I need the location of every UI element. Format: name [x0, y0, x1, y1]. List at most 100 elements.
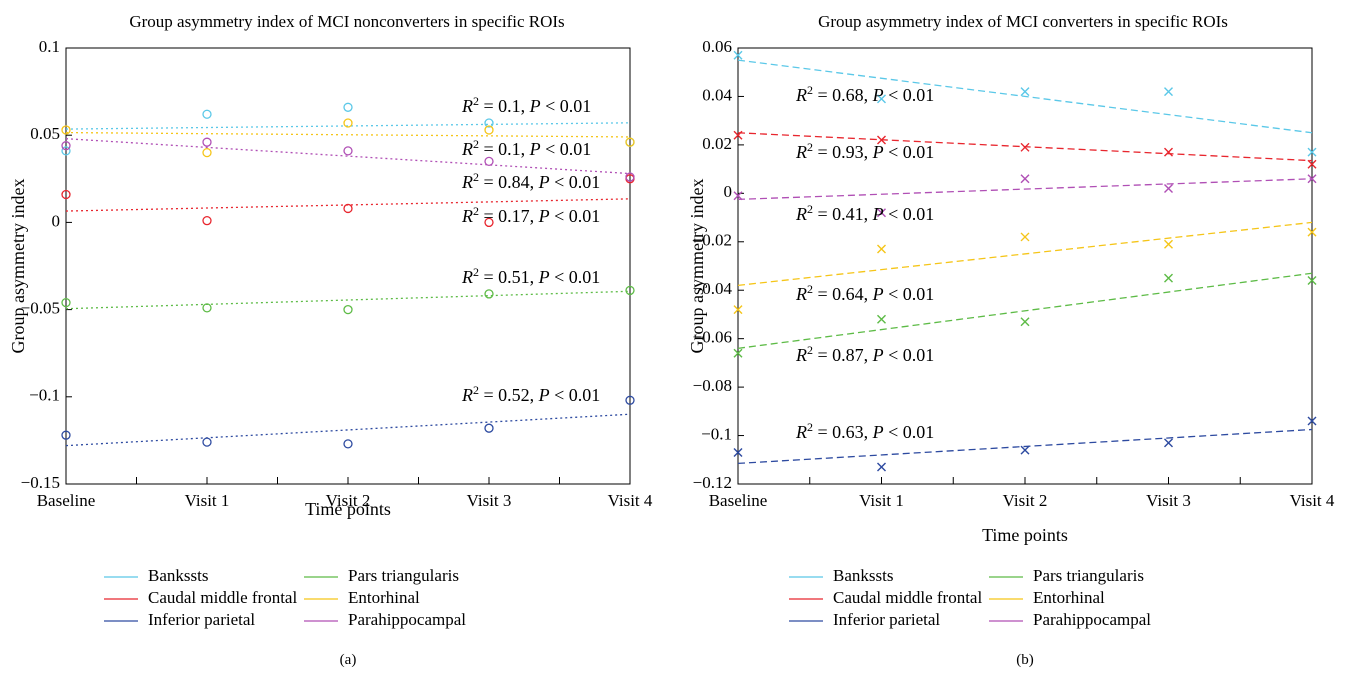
r2-annotation: R2 = 0.1, P < 0.01 [461, 94, 591, 116]
fit-line-bankssts [737, 59, 1313, 134]
data-point [61, 430, 71, 440]
x-tick-label: Visit 1 [185, 491, 230, 510]
r2-annotation: R2 = 0.64, P < 0.01 [795, 282, 934, 304]
data-point [625, 395, 635, 405]
chart-title: Group asymmetry index of MCI nonconverte… [129, 12, 564, 31]
data-point [484, 125, 494, 135]
data-point [1020, 174, 1030, 184]
y-tick-label: 0.1 [39, 37, 60, 56]
data-point [202, 216, 212, 226]
legend-label: Bankssts [833, 566, 893, 585]
data-point [877, 94, 886, 104]
data-point [1020, 142, 1030, 152]
data-point [625, 172, 635, 182]
data-point [877, 244, 886, 254]
data-point [343, 118, 353, 128]
r2-annotation: R2 = 0.52, P < 0.01 [461, 383, 600, 405]
y-tick-label: 0.06 [702, 37, 732, 56]
r2-annotation: R2 = 0.63, P < 0.01 [795, 420, 934, 442]
y-tick-label: −0.02 [693, 231, 732, 250]
data-point [61, 125, 71, 135]
data-point [733, 305, 743, 315]
data-point [1164, 438, 1173, 448]
fit-line-parahippocampal [737, 178, 1313, 201]
y-tick-label: −0.04 [693, 279, 733, 298]
y-tick-label: 0.04 [702, 85, 732, 104]
y-tick-label: −0.08 [693, 376, 732, 395]
y-tick-label: −0.12 [693, 473, 732, 492]
data-point [1020, 87, 1030, 97]
data-point [733, 130, 743, 140]
r2-annotation: R2 = 0.68, P < 0.01 [795, 83, 934, 105]
legend-label: Inferior parietal [148, 610, 255, 629]
fit-line-bankssts [65, 122, 631, 130]
x-tick-label: Visit 4 [608, 491, 653, 510]
data-point [484, 156, 494, 167]
data-point [1307, 174, 1317, 184]
data-point [1307, 159, 1317, 169]
data-point [202, 147, 212, 158]
y-axis-label: Group asymmetry index [687, 179, 707, 354]
y-tick-label: −0.15 [21, 473, 60, 492]
data-point [1164, 147, 1173, 157]
data-point [877, 208, 886, 218]
y-tick-label: −0.1 [701, 424, 732, 443]
fit-line-inferior-parietal [737, 428, 1313, 465]
data-point [61, 141, 71, 151]
chart-panel-a: Group asymmetry index of MCI nonconverte… [8, 12, 653, 668]
data-point [202, 303, 212, 313]
y-tick-label: 0.05 [30, 124, 60, 143]
data-point [733, 50, 743, 60]
panel-label: (b) [1016, 652, 1034, 668]
data-point [1020, 232, 1030, 242]
data-point [61, 146, 71, 156]
legend-label: Pars triangularis [1033, 566, 1144, 585]
data-point [1164, 87, 1173, 97]
r2-annotation: R2 = 0.93, P < 0.01 [795, 140, 934, 162]
fit-line-pars-triangularis [65, 290, 631, 310]
fit-line-caudal-middle-frontal [65, 198, 631, 212]
y-tick-label: −0.06 [693, 328, 732, 347]
data-point [484, 289, 494, 299]
data-point [343, 102, 353, 112]
chart-title: Group asymmetry index of MCI converters … [818, 12, 1228, 31]
y-tick-label: −0.1 [29, 386, 60, 405]
data-point [484, 423, 494, 433]
legend-label: Parahippocampal [1033, 610, 1151, 629]
data-point [1020, 317, 1030, 327]
y-axis-label: Group asymmetry index [8, 179, 28, 354]
data-point [343, 203, 353, 214]
x-tick-label: Visit 4 [1290, 491, 1335, 510]
legend-label: Bankssts [148, 566, 208, 585]
fit-line-entorhinal [65, 131, 631, 138]
data-point [877, 135, 886, 145]
data-point [202, 437, 212, 447]
data-point [1307, 147, 1317, 157]
fit-line-inferior-parietal [65, 413, 631, 447]
y-tick-label: −0.05 [21, 299, 60, 318]
data-point [733, 191, 743, 201]
x-tick-label: Visit 2 [1003, 491, 1048, 510]
data-point [733, 348, 743, 358]
r2-annotation: R2 = 0.41, P < 0.01 [795, 202, 934, 224]
data-point [202, 137, 212, 147]
legend-label: Inferior parietal [833, 610, 940, 629]
legend-label: Pars triangularis [348, 566, 459, 585]
r2-annotation: R2 = 0.17, P < 0.01 [461, 204, 600, 226]
data-point [733, 448, 743, 458]
fit-line-parahippocampal [65, 138, 631, 175]
data-point [625, 285, 635, 296]
legend-label: Parahippocampal [348, 610, 466, 629]
data-point [484, 217, 494, 228]
legend-label: Caudal middle frontal [833, 588, 982, 607]
legend: Bankssts Pars triangularis Caudal middle f… [789, 566, 1151, 629]
y-tick-label: 0 [724, 182, 733, 201]
legend-label: Entorhinal [1033, 588, 1105, 607]
x-axis-label: Time points [305, 499, 391, 519]
x-tick-label: Baseline [37, 491, 96, 510]
data-point [877, 314, 886, 324]
data-point [1164, 183, 1173, 193]
panel-label: (a) [340, 652, 357, 668]
r2-annotation: R2 = 0.87, P < 0.01 [795, 343, 934, 365]
